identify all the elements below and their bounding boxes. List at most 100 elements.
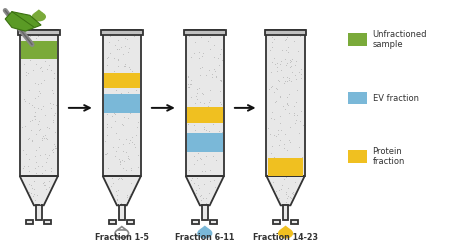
Point — [112, 149, 120, 153]
Point — [194, 176, 201, 180]
Point — [216, 129, 223, 133]
Point — [196, 73, 203, 77]
Point — [286, 58, 293, 62]
Point — [286, 140, 293, 144]
Point — [36, 127, 43, 131]
Point — [115, 57, 122, 61]
Point — [269, 60, 276, 64]
Point — [121, 96, 128, 100]
Point — [299, 123, 306, 127]
Point — [199, 196, 207, 200]
Point — [135, 120, 142, 124]
Point — [26, 169, 33, 173]
Point — [282, 168, 289, 172]
Point — [207, 88, 214, 92]
Point — [32, 110, 39, 114]
Point — [45, 47, 52, 51]
Point — [35, 122, 42, 126]
Point — [210, 43, 217, 47]
Point — [211, 178, 218, 182]
Point — [37, 107, 45, 111]
Point — [107, 80, 114, 84]
Point — [123, 195, 130, 199]
Bar — [348, 33, 367, 46]
Point — [35, 119, 42, 123]
Polygon shape — [186, 176, 224, 205]
Point — [207, 47, 214, 51]
Point — [113, 197, 121, 201]
Point — [201, 169, 208, 173]
Point — [32, 37, 39, 40]
Point — [41, 152, 49, 156]
Polygon shape — [201, 227, 209, 230]
Point — [283, 171, 290, 175]
Point — [119, 166, 126, 170]
Bar — [119, 205, 125, 220]
Point — [282, 200, 289, 204]
Point — [25, 101, 32, 105]
Point — [281, 80, 288, 84]
Point — [205, 39, 212, 43]
Point — [50, 102, 57, 106]
Point — [283, 74, 290, 78]
Point — [39, 104, 46, 108]
Point — [122, 136, 130, 140]
Point — [43, 137, 50, 141]
Point — [284, 103, 292, 107]
Point — [116, 157, 123, 161]
Point — [124, 110, 131, 114]
Point — [288, 79, 295, 83]
Point — [46, 101, 54, 105]
Point — [116, 176, 123, 180]
Point — [24, 137, 32, 141]
Point — [283, 95, 290, 98]
Point — [278, 60, 285, 63]
Point — [192, 101, 199, 105]
Point — [28, 191, 35, 195]
Point — [110, 56, 117, 60]
Point — [283, 175, 290, 179]
Point — [52, 130, 59, 134]
Point — [284, 101, 291, 105]
Point — [197, 66, 204, 70]
Point — [104, 166, 112, 170]
Point — [52, 146, 59, 150]
Bar — [266, 30, 305, 176]
Point — [125, 157, 132, 160]
Bar — [202, 205, 207, 220]
Point — [105, 55, 112, 59]
Point — [43, 187, 50, 191]
Point — [204, 104, 212, 108]
Point — [195, 145, 203, 149]
Point — [283, 37, 290, 41]
Point — [32, 198, 39, 202]
Point — [205, 108, 212, 112]
Point — [114, 193, 121, 197]
Point — [37, 65, 45, 69]
Point — [135, 165, 142, 169]
Point — [206, 68, 213, 72]
Point — [280, 177, 288, 181]
Point — [297, 119, 304, 122]
Point — [217, 78, 224, 82]
Point — [200, 124, 207, 128]
Point — [280, 81, 288, 85]
Point — [116, 108, 123, 111]
Point — [276, 138, 283, 142]
Point — [197, 157, 204, 161]
Point — [134, 93, 141, 97]
Polygon shape — [5, 12, 41, 31]
Point — [35, 89, 42, 93]
Point — [284, 45, 292, 49]
Point — [278, 48, 285, 52]
Point — [273, 99, 280, 103]
Point — [294, 49, 302, 53]
Point — [110, 181, 117, 185]
Point — [36, 202, 43, 206]
Point — [184, 85, 192, 89]
Point — [276, 61, 284, 65]
Point — [125, 141, 132, 145]
Point — [216, 112, 223, 116]
Point — [35, 94, 42, 98]
Point — [293, 113, 301, 117]
